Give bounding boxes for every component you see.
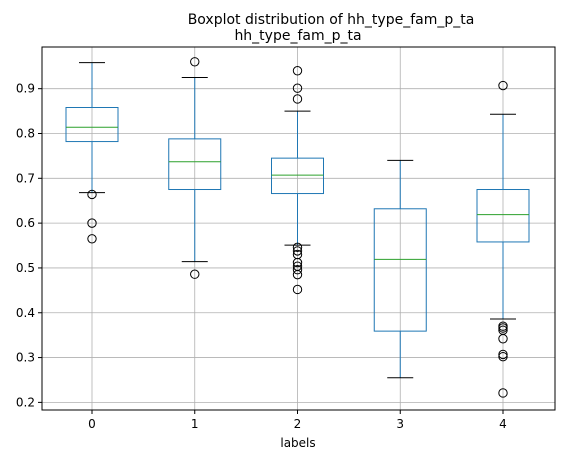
- box-group-0: [65, 62, 119, 244]
- outlier-point: [292, 83, 303, 93]
- box-group-3: [373, 159, 427, 379]
- y-tick-label: 0.6: [16, 216, 35, 230]
- outlier-point: [498, 323, 508, 333]
- x-tick-label: 2: [294, 417, 302, 431]
- outlier-point: [498, 351, 508, 362]
- outlier-point: [190, 57, 200, 67]
- y-tick-label: 0.9: [16, 82, 35, 96]
- y-tick-label: 0.7: [16, 171, 35, 185]
- iqr-box: [168, 138, 222, 191]
- outlier-point: [498, 80, 508, 91]
- outlier-point: [292, 269, 303, 280]
- box-group-1: [168, 57, 222, 279]
- y-tick-label: 0.4: [16, 306, 35, 320]
- box-group-4: [476, 80, 530, 398]
- x-axis-label: labels: [280, 436, 315, 450]
- y-tick-label: 0.3: [16, 351, 35, 365]
- axis-ticks: 0.2 0.3 0.4 0.5 0.6 0.7 0.8 0.9 0 1 2 3 4: [16, 82, 507, 431]
- plot-area-frame: [41, 46, 556, 411]
- y-tick-label: 0.5: [16, 261, 35, 275]
- outlier-point: [292, 257, 303, 268]
- iqr-box: [65, 107, 119, 143]
- iqr-box: [476, 189, 530, 243]
- iqr-box: [373, 208, 427, 332]
- outlier-point: [498, 334, 508, 344]
- outlier-point: [292, 94, 303, 104]
- iqr-box: [271, 157, 324, 195]
- x-tick-label: 4: [499, 417, 507, 431]
- x-tick-label: 0: [88, 417, 96, 431]
- boxes: [65, 57, 530, 398]
- outlier-point: [498, 349, 508, 360]
- y-tick-label: 0.8: [16, 126, 35, 140]
- outlier-point: [292, 246, 303, 256]
- chart-suptitle: Boxplot distribution of hh_type_fam_p_ta: [188, 12, 475, 28]
- y-tick-label: 0.2: [16, 395, 35, 409]
- outlier-point: [292, 66, 303, 76]
- outlier-point: [87, 234, 97, 244]
- outlier-point: [292, 242, 303, 253]
- x-tick-label: 3: [396, 417, 404, 431]
- outlier-point: [292, 265, 303, 275]
- outlier-point: [87, 189, 97, 200]
- outlier-point: [498, 388, 508, 398]
- chart-title: hh_type_fam_p_ta: [234, 28, 361, 44]
- outlier-point: [87, 218, 97, 228]
- outlier-point: [292, 284, 303, 295]
- x-tick-label: 1: [191, 417, 199, 431]
- outlier-point: [190, 269, 200, 279]
- box-group-2: [271, 66, 324, 295]
- grid-lines: [42, 47, 555, 410]
